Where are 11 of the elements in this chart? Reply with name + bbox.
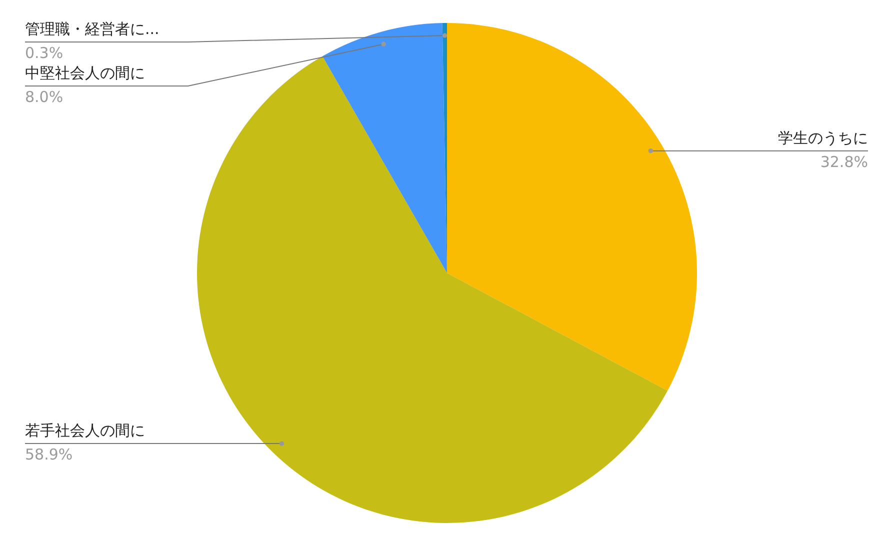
data-label: 32.8% bbox=[820, 152, 868, 171]
slice-label: 若手社会人の間に bbox=[25, 422, 145, 440]
data-label: 8.0% bbox=[25, 88, 64, 106]
pie-slice bbox=[197, 56, 668, 523]
data-label: 0.3% bbox=[25, 44, 64, 62]
data-label: 58.9% bbox=[25, 446, 73, 464]
pie-slice bbox=[322, 23, 447, 273]
slice-label: 中堅社会人の間に bbox=[25, 64, 145, 82]
slice-label: 学生のうちに bbox=[778, 128, 868, 147]
pie-slice bbox=[447, 23, 697, 391]
slice-label: 管理職・経営者に... bbox=[25, 20, 160, 38]
